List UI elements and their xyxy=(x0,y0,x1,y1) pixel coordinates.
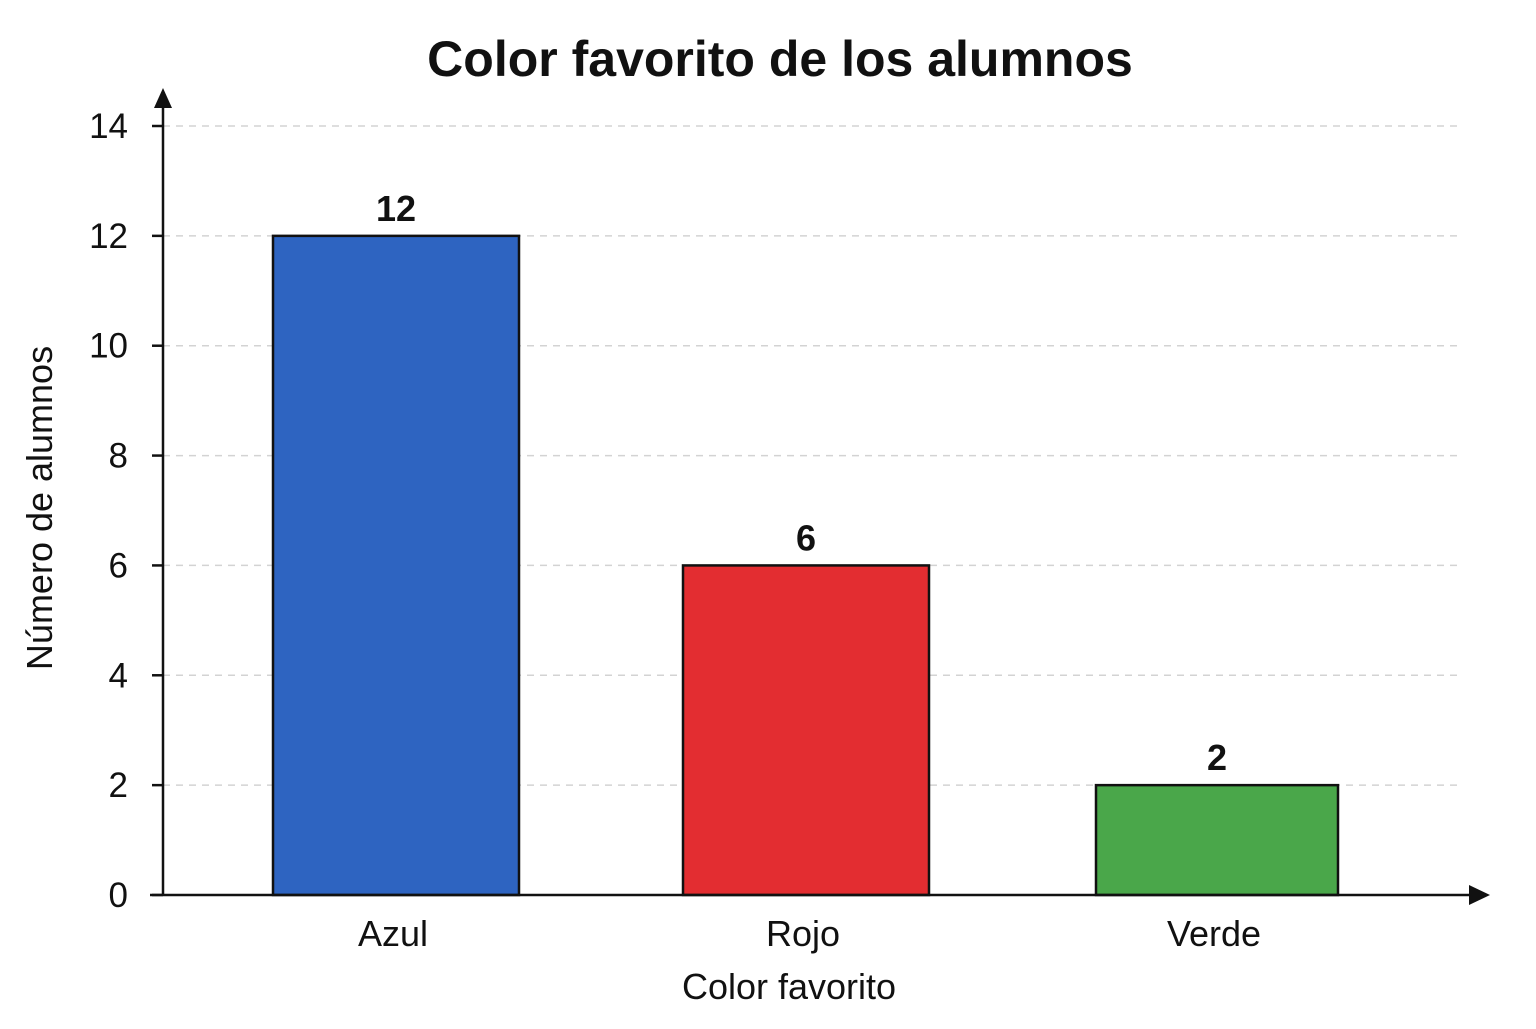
y-tick-label: 6 xyxy=(109,546,128,585)
y-tick-label: 10 xyxy=(89,327,128,366)
data-labels: 12 6 2 xyxy=(376,188,1227,778)
data-label: 2 xyxy=(1207,737,1227,778)
data-label: 12 xyxy=(376,188,416,229)
y-tick-label: 14 xyxy=(89,107,128,146)
x-axis-label: Color favorito xyxy=(682,966,896,1007)
y-axis-arrow xyxy=(154,88,172,108)
y-axis-label: Número de alumnos xyxy=(19,346,60,670)
x-tick-labels: Azul Rojo Verde xyxy=(358,913,1261,954)
bar-rojo xyxy=(681,564,931,897)
x-tick-label: Azul xyxy=(358,913,428,954)
x-tick-label: Rojo xyxy=(766,913,840,954)
chart-title: Color favorito de los alumnos xyxy=(427,31,1133,87)
x-tick-label: Verde xyxy=(1167,913,1261,954)
bars xyxy=(271,234,1340,897)
y-tick-label: 0 xyxy=(109,876,128,915)
bar-verde xyxy=(1094,783,1340,897)
y-tick-label: 8 xyxy=(109,437,128,476)
bar-azul xyxy=(271,234,521,897)
y-tick-label: 12 xyxy=(89,217,128,256)
x-axis-arrow xyxy=(1469,885,1490,905)
y-tick-label: 4 xyxy=(109,656,128,695)
y-tick-label: 2 xyxy=(109,766,128,805)
data-label: 6 xyxy=(796,517,816,558)
y-ticks: 0 2 4 6 8 10 12 14 xyxy=(89,107,163,915)
